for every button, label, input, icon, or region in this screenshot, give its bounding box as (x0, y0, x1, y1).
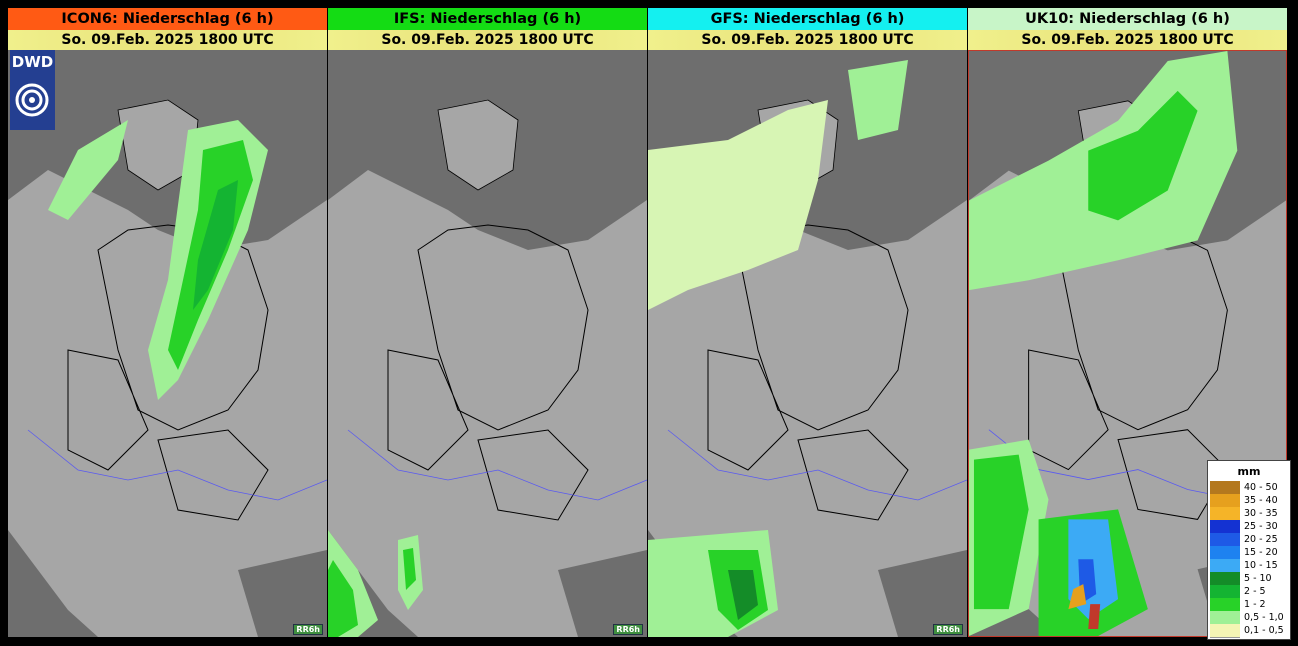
legend-row: 1 - 2 (1210, 598, 1288, 612)
legend-row: 10 - 15 (1210, 559, 1288, 573)
legend-swatch (1210, 585, 1240, 599)
dwd-logo: DWD (10, 50, 55, 130)
legend-label: 25 - 30 (1244, 521, 1278, 532)
legend-row: 2 - 5 (1210, 585, 1288, 599)
legend-row: 25 - 30 (1210, 520, 1288, 534)
legend-swatch (1210, 572, 1240, 586)
legend-swatch (1210, 598, 1240, 612)
legend-unit: mm (1237, 465, 1261, 478)
panel-date: So. 09.Feb. 2025 1800 UTC (328, 30, 647, 50)
panel-title: GFS: Niederschlag (6 h) (648, 8, 967, 30)
precip-map-icon6[interactable]: RR6h (8, 50, 327, 637)
legend-row: 20 - 25 (1210, 533, 1288, 547)
legend-label: 0,1 - 0,5 (1244, 625, 1284, 636)
panel-date: So. 09.Feb. 2025 1800 UTC (648, 30, 967, 50)
legend-swatch (1210, 546, 1240, 560)
legend-swatch (1210, 494, 1240, 508)
legend-label: 20 - 25 (1244, 534, 1278, 545)
panel-date: So. 09.Feb. 2025 1800 UTC (968, 30, 1287, 50)
legend-label: 2 - 5 (1244, 586, 1266, 597)
legend-swatch (1210, 624, 1240, 638)
legend-row: 30 - 35 (1210, 507, 1288, 521)
spiral-icon (15, 83, 49, 117)
legend-swatch (1210, 481, 1240, 495)
precip-map-ifs[interactable]: RR6h (328, 50, 647, 637)
legend-label: 5 - 10 (1244, 573, 1272, 584)
legend-label: 30 - 35 (1244, 508, 1278, 519)
legend-swatch (1210, 559, 1240, 573)
legend-row: 35 - 40 (1210, 494, 1288, 508)
legend-swatch (1210, 611, 1240, 625)
panel-title: IFS: Niederschlag (6 h) (328, 8, 647, 30)
legend-row: 5 - 10 (1210, 572, 1288, 586)
panel-title: UK10: Niederschlag (6 h) (968, 8, 1287, 30)
legend-label: 0,5 - 1,0 (1244, 612, 1284, 623)
map-comparison: ICON6: Niederschlag (6 h) So. 09.Feb. 20… (8, 8, 1291, 640)
panel-title: ICON6: Niederschlag (6 h) (8, 8, 327, 30)
panel-ifs: IFS: Niederschlag (6 h) So. 09.Feb. 2025… (328, 8, 647, 637)
legend-swatch (1210, 533, 1240, 547)
logo-text: DWD (11, 53, 54, 71)
legend-swatch (1210, 507, 1240, 521)
panel-icon6: ICON6: Niederschlag (6 h) So. 09.Feb. 20… (8, 8, 327, 637)
rr6h-badge: RR6h (293, 624, 323, 635)
legend-label: 35 - 40 (1244, 495, 1278, 506)
legend-row: 0,1 - 0,5 (1210, 624, 1288, 638)
legend-label: 15 - 20 (1244, 547, 1278, 558)
panel-gfs: GFS: Niederschlag (6 h) So. 09.Feb. 2025… (648, 8, 967, 637)
legend-row: 0,5 - 1,0 (1210, 611, 1288, 625)
legend-swatch (1210, 520, 1240, 534)
legend-label: 1 - 2 (1244, 599, 1266, 610)
panel-date: So. 09.Feb. 2025 1800 UTC (8, 30, 327, 50)
legend-label: 10 - 15 (1244, 560, 1278, 571)
precip-legend: mm 40 - 50 35 - 40 30 - 35 25 - 30 20 - 25 15… (1207, 460, 1291, 640)
legend-row: 15 - 20 (1210, 546, 1288, 560)
rr6h-badge: RR6h (613, 624, 643, 635)
legend-label: 40 - 50 (1244, 482, 1278, 493)
legend-row: 40 - 50 (1210, 481, 1288, 495)
rr6h-badge: RR6h (933, 624, 963, 635)
precip-map-gfs[interactable]: RR6h (648, 50, 967, 637)
